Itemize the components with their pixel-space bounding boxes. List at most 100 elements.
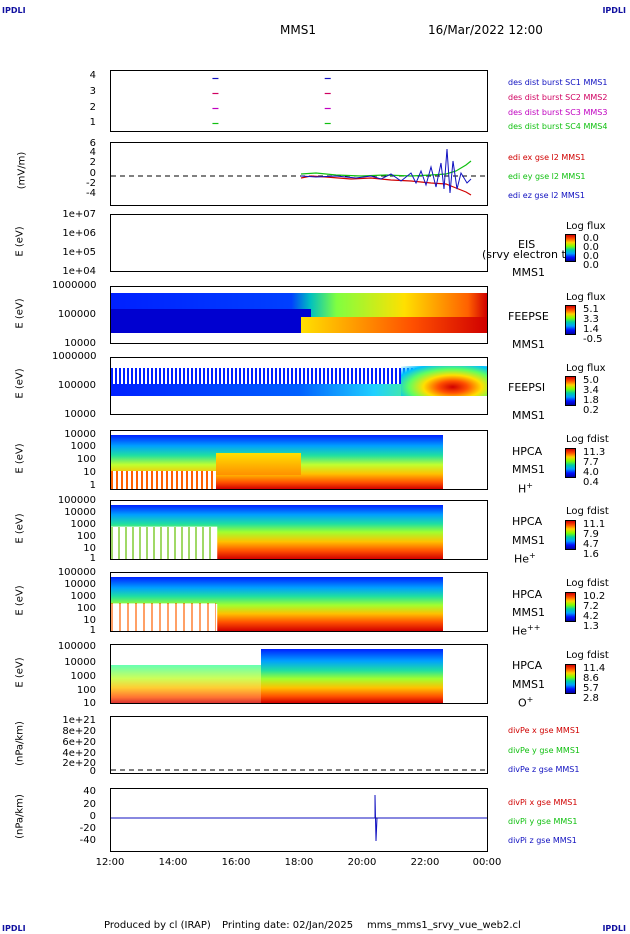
panel-hpca-he (110, 500, 488, 560)
hpca-hepp-ytick-1: 10000 (64, 579, 96, 590)
divpe-legend-y: divPe y gse MMS1 (508, 746, 580, 755)
divpi-legend-y: divPi y gse MMS1 (508, 817, 578, 826)
hpca-h-ytick-1: 1000 (70, 441, 96, 452)
feepsi-cbar-title: Log flux (566, 363, 606, 374)
corner-label-bl: IPDLI (2, 924, 26, 933)
hpca-o-mms-label: MMS1 (512, 678, 545, 691)
hpca-hepp-cbar-title: Log fdist (566, 578, 609, 589)
hpca-hepp-cbar-val-1: 7.2 (583, 601, 599, 612)
hpca-hepp-ytick-3: 100 (76, 603, 96, 614)
burst-ytick-3: 3 (89, 86, 96, 97)
feepsi-ytick-2: 10000 (64, 409, 96, 420)
hpca-o-cbar-val-1: 8.6 (583, 673, 599, 684)
hpca-he-ytick-0: 100000 (57, 495, 96, 506)
feepse-cbar-val-2: 1.4 (583, 324, 599, 335)
feepsi-ytick-1: 100000 (57, 380, 96, 391)
hpca-hepp-ytick-2: 1000 (70, 591, 96, 602)
edi-ey-trace (300, 160, 472, 177)
hpca-hepp-cbar-val-3: 1.3 (583, 621, 599, 632)
feepse-ylabel: E (eV) (14, 298, 26, 329)
footer-printing-date: Printing date: 02/Jan/2025 (222, 920, 354, 931)
edi-ytick-4: 4 (89, 147, 96, 158)
hpca-he-ytick-2: 1000 (70, 519, 96, 530)
divpi-ylabel: (nPa/km) (14, 794, 26, 839)
hpca-he-species-charge: + (529, 551, 536, 560)
feepse-cbar-val-3: -0.5 (583, 334, 603, 345)
feepsi-label: FEEPSI (508, 381, 546, 394)
plot-date: 16/Mar/2022 12:00 (428, 23, 543, 37)
hpca-h-hot-block (216, 453, 301, 475)
feepsi-cbar-val-1: 3.4 (583, 385, 599, 396)
hpca-hepp-species-name: He (512, 624, 528, 638)
x-tick-label: 20:00 (347, 857, 377, 868)
hpca-hepp-ytick-5: 1 (89, 625, 96, 636)
hpca-he-cbar-val-0: 11.1 (583, 519, 606, 530)
footer-filename: mms_mms1_srvy_vue_web2.cl (367, 920, 521, 931)
hpca-hepp-cbar-val-2: 4.2 (583, 611, 599, 622)
eis-label: EIS (518, 238, 536, 251)
hpca-he-species-name: He (514, 552, 530, 566)
hpca-he-cbar-title: Log fdist (566, 506, 609, 517)
divpe-ytick-2: 6e+20 (62, 737, 96, 748)
eis-cbar-val-1: 0.0 (583, 242, 599, 253)
panel-hpca-h (110, 430, 488, 490)
panel-feepse (110, 286, 488, 344)
burst-ytick-2: 2 (89, 102, 96, 113)
hpca-he-cbar-val-3: 1.6 (583, 549, 599, 560)
corner-label-tl: IPDLI (2, 6, 26, 15)
hpca-h-colorbar (565, 448, 576, 478)
feepse-ytick-1: 100000 (57, 309, 96, 320)
hpca-he-ytick-1: 10000 (64, 507, 96, 518)
x-tick-label: 00:00 (472, 857, 502, 868)
hpca-o-ytick-2: 1000 (70, 671, 96, 682)
divpi-legend-z: divPi z gse MMS1 (508, 836, 577, 845)
burst-legend-sc2: des dist burst SC2 MMS2 (508, 93, 608, 102)
divpi-ytick-0: 40 (83, 786, 96, 797)
footer-produced: Produced by cl (IRAP) (104, 920, 211, 931)
eis-cbar-val-0: 0.0 (583, 233, 599, 244)
burst-plot (212, 77, 331, 125)
hpca-h-speckle (111, 471, 216, 489)
feepse-ytick-0: 1000000 (52, 280, 97, 291)
edi-ytick-m2: -2 (86, 178, 96, 189)
hpca-o-ytick-1: 10000 (64, 657, 96, 668)
divpe-ytick-4: 2e+20 (62, 758, 96, 769)
corner-label-tr: IPDLI (602, 6, 626, 15)
hpca-o-species-name: O (518, 696, 527, 710)
hpca-o-species: O+ (518, 695, 533, 710)
divpe-ytick-5: 0 (89, 766, 96, 777)
panel-eis (110, 214, 488, 272)
divpe-ytick-3: 4e+20 (62, 748, 96, 759)
hpca-he-ylabel: E (eV) (14, 513, 26, 544)
panel-burst (110, 70, 488, 132)
divpe-ylabel: (nPa/km) (14, 721, 26, 766)
hpca-h-cbar-val-3: 0.4 (583, 477, 599, 488)
hpca-he-label: HPCA (512, 515, 543, 528)
burst-legend-sc4: des dist burst SC4 MMS4 (508, 122, 608, 131)
x-tick-label: 12:00 (95, 857, 125, 868)
edi-ytick-6: 6 (89, 138, 96, 149)
eis-cbar-title: Log flux (566, 221, 606, 232)
burst-ytick-4: 4 (89, 70, 96, 81)
hpca-o-label: HPCA (512, 659, 543, 672)
edi-ex-trace (300, 175, 472, 196)
hpca-h-ytick-4: 1 (89, 480, 96, 491)
hpca-h-cbar-val-2: 4.0 (583, 467, 599, 478)
edi-legend-ez: edi ez gse l2 MMS1 (508, 191, 585, 200)
hpca-o-early-region (111, 665, 261, 703)
panel-feepsi (110, 357, 488, 415)
divpi-plot (111, 794, 487, 842)
feepse-cbar-val-0: 5.1 (583, 304, 599, 315)
feepse-low-energy-band (111, 309, 311, 333)
eis-mms-label: MMS1 (512, 266, 545, 279)
edi-plot (111, 148, 487, 196)
hpca-o-cbar-title: Log fdist (566, 650, 609, 661)
divpe-ytick-0: 1e+21 (62, 715, 96, 726)
hpca-h-ytick-0: 10000 (64, 429, 96, 440)
edi-ylabel: (mV/m) (16, 151, 28, 190)
divpi-legend-x: divPi x gse MMS1 (508, 798, 578, 807)
eis-cbar-val-3: 0.0 (583, 260, 599, 271)
divpi-z-trace (111, 794, 487, 842)
divpi-ytick-2: 0 (89, 811, 96, 822)
feepse-label: FEEPSE (508, 310, 549, 323)
